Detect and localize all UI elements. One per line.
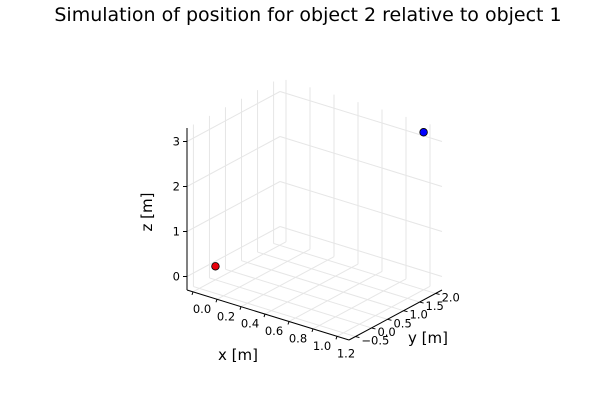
gridline-backwall-z bbox=[186, 136, 281, 187]
x-tick-label: 1.0 bbox=[313, 339, 331, 353]
x-axis-line bbox=[186, 289, 350, 341]
gridline-backwall-z bbox=[186, 91, 281, 142]
y-axis-line bbox=[348, 289, 443, 341]
gridline-sidewall-z bbox=[279, 136, 443, 187]
x-tick-mark bbox=[311, 328, 314, 333]
x-tick-label: 0.0 bbox=[193, 302, 211, 316]
data-points bbox=[211, 128, 428, 271]
gridline-floor-x bbox=[312, 278, 407, 330]
z-tick-label: 0 bbox=[173, 270, 180, 284]
y-tick-mark bbox=[371, 327, 376, 330]
gridline-sidewall-z bbox=[279, 91, 443, 142]
gridline-floor-x bbox=[192, 241, 287, 293]
x-tick-mark bbox=[191, 291, 194, 296]
axes-layer bbox=[183, 128, 443, 341]
gridline-floor-y bbox=[273, 242, 436, 294]
gridline-floor-x bbox=[240, 256, 335, 308]
x-tick-label: 1.2 bbox=[337, 346, 355, 360]
y-tick-label: 0.0 bbox=[377, 325, 395, 339]
gridline-sidewall-z bbox=[279, 226, 443, 277]
grid-layer bbox=[186, 79, 443, 338]
chart-title: Simulation of position for object 2 rela… bbox=[54, 4, 561, 26]
gridline-floor-x bbox=[288, 271, 383, 322]
gridline-floor-y bbox=[193, 286, 356, 338]
y-tick-mark bbox=[435, 292, 440, 295]
gridline-floor-y bbox=[241, 260, 404, 312]
x-tick-label: 0.4 bbox=[241, 317, 259, 331]
axis-labels: x [m] y [m] z [m] bbox=[138, 193, 448, 364]
y-tick-label: 1.0 bbox=[410, 308, 428, 322]
tick-labels: 0.00.20.40.60.81.01.2−0.50.00.51.01.52.0… bbox=[173, 135, 460, 361]
gridline-backwall-z bbox=[186, 181, 281, 232]
gridline-floor-y bbox=[257, 251, 420, 303]
z-axis-label: z [m] bbox=[138, 193, 156, 232]
y-tick-mark bbox=[355, 336, 360, 339]
x-tick-label: 0.2 bbox=[217, 309, 235, 323]
x-tick-mark bbox=[335, 336, 338, 340]
gridline-sidewall-z bbox=[279, 181, 443, 232]
y-tick-label: −0.5 bbox=[361, 334, 389, 348]
y-tick-label: 2.0 bbox=[442, 290, 460, 304]
x-tick-mark bbox=[287, 321, 290, 325]
gridline-floor-y bbox=[225, 268, 388, 320]
z-tick-label: 2 bbox=[173, 180, 180, 194]
x-tick-mark bbox=[239, 306, 242, 310]
x-tick-label: 0.6 bbox=[265, 324, 283, 338]
gridline-backwall-z bbox=[186, 226, 281, 277]
gridline-floor-x bbox=[216, 248, 311, 300]
y-tick-label: 0.5 bbox=[393, 316, 411, 330]
y-axis-label: y [m] bbox=[408, 329, 448, 347]
z-tick-label: 1 bbox=[173, 225, 180, 239]
y-tick-mark bbox=[403, 310, 408, 313]
x-tick-mark bbox=[215, 299, 218, 303]
y-tick-label: 1.5 bbox=[426, 299, 444, 313]
gridline-floor-x bbox=[336, 285, 431, 337]
x-axis-label: x [m] bbox=[218, 346, 258, 364]
gridline-floor-x bbox=[264, 263, 359, 315]
gridline-floor-y bbox=[209, 277, 372, 329]
y-tick-mark bbox=[419, 301, 424, 304]
x-tick-mark bbox=[263, 313, 266, 318]
z-tick-label: 3 bbox=[173, 135, 180, 149]
x-tick-label: 0.8 bbox=[289, 331, 307, 345]
data-point-2 bbox=[419, 128, 428, 137]
data-point-1 bbox=[211, 262, 220, 271]
y-tick-mark bbox=[387, 318, 392, 321]
